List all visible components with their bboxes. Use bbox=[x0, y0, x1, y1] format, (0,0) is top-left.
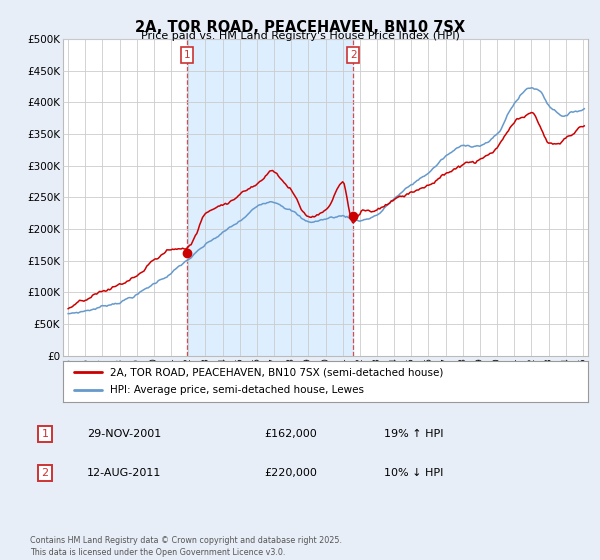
Text: £162,000: £162,000 bbox=[264, 429, 317, 439]
Text: 2: 2 bbox=[350, 50, 356, 60]
Text: 12-AUG-2011: 12-AUG-2011 bbox=[87, 468, 161, 478]
Text: 10% ↓ HPI: 10% ↓ HPI bbox=[384, 468, 443, 478]
Text: Price paid vs. HM Land Registry's House Price Index (HPI): Price paid vs. HM Land Registry's House … bbox=[140, 31, 460, 41]
Text: 1: 1 bbox=[184, 50, 190, 60]
Text: 19% ↑ HPI: 19% ↑ HPI bbox=[384, 429, 443, 439]
Text: Contains HM Land Registry data © Crown copyright and database right 2025.
This d: Contains HM Land Registry data © Crown c… bbox=[30, 536, 342, 557]
Text: 29-NOV-2001: 29-NOV-2001 bbox=[87, 429, 161, 439]
Text: 2: 2 bbox=[41, 468, 49, 478]
Text: HPI: Average price, semi-detached house, Lewes: HPI: Average price, semi-detached house,… bbox=[110, 385, 364, 395]
Text: £220,000: £220,000 bbox=[264, 468, 317, 478]
Text: 1: 1 bbox=[41, 429, 49, 439]
Text: 2A, TOR ROAD, PEACEHAVEN, BN10 7SX (semi-detached house): 2A, TOR ROAD, PEACEHAVEN, BN10 7SX (semi… bbox=[110, 367, 443, 377]
Bar bbox=[187, 39, 353, 356]
Text: 2A, TOR ROAD, PEACEHAVEN, BN10 7SX: 2A, TOR ROAD, PEACEHAVEN, BN10 7SX bbox=[135, 20, 465, 35]
